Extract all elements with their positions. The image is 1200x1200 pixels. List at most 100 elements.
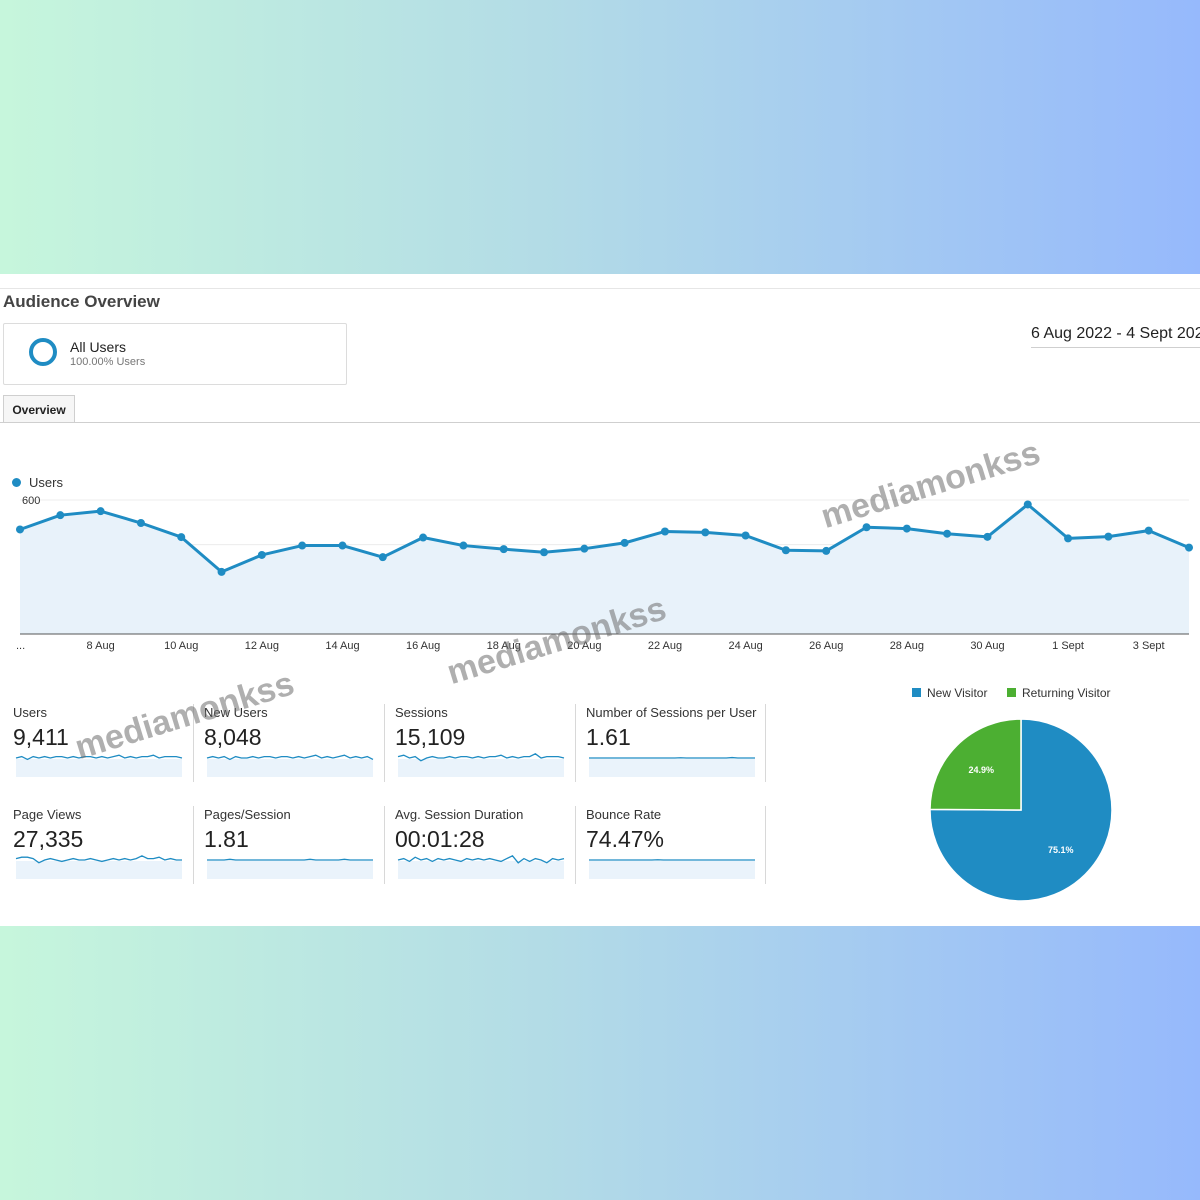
users-data-point[interactable]	[1104, 532, 1113, 541]
metric-divider	[384, 704, 385, 782]
legend-square-icon	[1007, 688, 1016, 698]
sparkline-line	[397, 753, 565, 762]
metric-label: New Users	[204, 705, 268, 720]
users-data-point[interactable]	[217, 567, 226, 576]
users-data-point[interactable]	[540, 548, 549, 557]
users-data-point[interactable]	[499, 545, 508, 554]
users-data-point[interactable]	[580, 544, 589, 553]
metric-divider	[765, 704, 766, 782]
users-data-point[interactable]	[1185, 543, 1193, 552]
x-tick-label: 8 Aug	[87, 640, 115, 652]
x-tick-label: 18 Aug	[487, 640, 521, 652]
users-data-point[interactable]	[298, 541, 307, 550]
metric-users[interactable]: Users 9,411	[13, 705, 189, 779]
users-area-fill	[20, 504, 1189, 634]
metric-new-users[interactable]: New Users 8,048	[204, 705, 380, 779]
top-divider	[0, 288, 1200, 289]
metric-sparkline	[15, 855, 182, 879]
metric-value: 1.81	[204, 826, 249, 852]
segment-name: All Users	[70, 339, 127, 355]
metric-bounce-rate[interactable]: Bounce Rate 74.47%	[586, 807, 762, 881]
x-tick-label: 30 Aug	[970, 640, 1004, 652]
x-tick-label: 26 Aug	[809, 640, 843, 652]
metric-divider	[765, 806, 766, 884]
metric-sparkline	[397, 854, 565, 879]
segment-subtitle: 100.00% Users	[70, 356, 146, 368]
pie-slice-new-visitor[interactable]	[929, 718, 1113, 902]
pie-slice-label: 24.9%	[968, 765, 994, 775]
x-tick-label: 22 Aug	[648, 640, 682, 652]
users-data-point[interactable]	[902, 524, 911, 533]
users-data-point[interactable]	[660, 527, 669, 536]
users-data-point[interactable]	[862, 523, 871, 532]
users-data-point[interactable]	[983, 532, 992, 541]
users-data-point[interactable]	[338, 541, 347, 550]
users-data-point[interactable]	[16, 525, 24, 534]
x-tick-label: 3 Sept	[1133, 640, 1165, 652]
users-data-point[interactable]	[741, 531, 750, 540]
users-data-point[interactable]	[701, 528, 710, 537]
users-data-point[interactable]	[459, 541, 468, 550]
x-tick-label: 28 Aug	[890, 640, 924, 652]
legend-label: New Visitor	[927, 686, 988, 700]
sparkline-line	[397, 854, 565, 864]
legend-label: Users	[29, 475, 63, 490]
pie-slice-returning-visitor[interactable]	[929, 718, 1022, 811]
y-tick-label: 600	[22, 495, 40, 507]
users-data-point[interactable]	[177, 533, 186, 542]
metric-label: Bounce Rate	[586, 807, 662, 822]
chart-legend-users: Users	[12, 475, 63, 490]
x-tick-label: 12 Aug	[245, 640, 279, 652]
users-data-point[interactable]	[136, 519, 145, 528]
metric-label: Sessions	[395, 705, 448, 720]
users-data-point[interactable]	[1023, 500, 1032, 509]
metric-page-views[interactable]: Page Views 27,335	[13, 807, 189, 881]
metric-divider	[193, 806, 194, 884]
metric-pages-per-session[interactable]: Pages/Session 1.81	[204, 807, 380, 881]
audience-overview-panel: Audience Overview All Users 100.00% User…	[0, 274, 1200, 926]
users-data-point[interactable]	[1144, 526, 1153, 535]
metric-value: 9,411	[13, 724, 69, 750]
users-data-point[interactable]	[378, 553, 387, 562]
users-data-point[interactable]	[943, 529, 952, 538]
users-data-point[interactable]	[781, 546, 790, 555]
sparkline-line	[207, 858, 373, 861]
users-data-point[interactable]	[96, 507, 105, 516]
users-data-point[interactable]	[1064, 534, 1073, 543]
legend-dot-icon	[12, 478, 21, 488]
users-data-point[interactable]	[257, 550, 266, 559]
date-range-selector[interactable]: 6 Aug 2022 - 4 Sept 2022	[1031, 325, 1200, 348]
metric-value: 15,109	[395, 724, 466, 750]
users-data-point[interactable]	[419, 533, 428, 542]
metric-sessions[interactable]: Sessions 15,109	[395, 705, 571, 779]
metric-value: 74.47%	[586, 826, 665, 852]
metric-sessions-per-user[interactable]: Number of Sessions per User 1.61	[586, 705, 762, 779]
tab-overview[interactable]: Overview	[3, 395, 75, 423]
sparkline-area	[589, 861, 755, 879]
metric-divider	[193, 704, 194, 782]
sparkline-line	[15, 855, 182, 864]
x-tick-label: 16 Aug	[406, 640, 440, 652]
sparkline-line	[206, 754, 374, 761]
users-data-point[interactable]	[620, 538, 629, 547]
metric-sparkline	[589, 859, 755, 879]
metric-sparkline	[15, 754, 183, 777]
metric-value: 8,048	[204, 724, 262, 750]
users-series-line	[19, 502, 1190, 574]
x-tick-label: 10 Aug	[164, 640, 198, 652]
x-tick-label: ...	[16, 640, 25, 652]
metric-avg-session-duration[interactable]: Avg. Session Duration 00:01:28	[395, 807, 571, 881]
sparkline-area	[16, 861, 182, 879]
tab-divider	[0, 422, 1200, 423]
metric-label: Page Views	[13, 807, 82, 822]
pie-slice-label: 75.1%	[1048, 845, 1074, 855]
segment-circle-icon	[29, 338, 57, 366]
users-data-point[interactable]	[822, 546, 831, 555]
metric-value: 00:01:28	[395, 826, 485, 852]
metric-sparkline	[206, 754, 374, 777]
users-data-point[interactable]	[56, 511, 65, 520]
page-title: Audience Overview	[3, 292, 160, 311]
pie-legend-returning-visitor: Returning Visitor	[1007, 686, 1111, 700]
segment-card[interactable]: All Users 100.00% Users	[3, 323, 347, 385]
x-tick-label: 24 Aug	[728, 640, 762, 652]
